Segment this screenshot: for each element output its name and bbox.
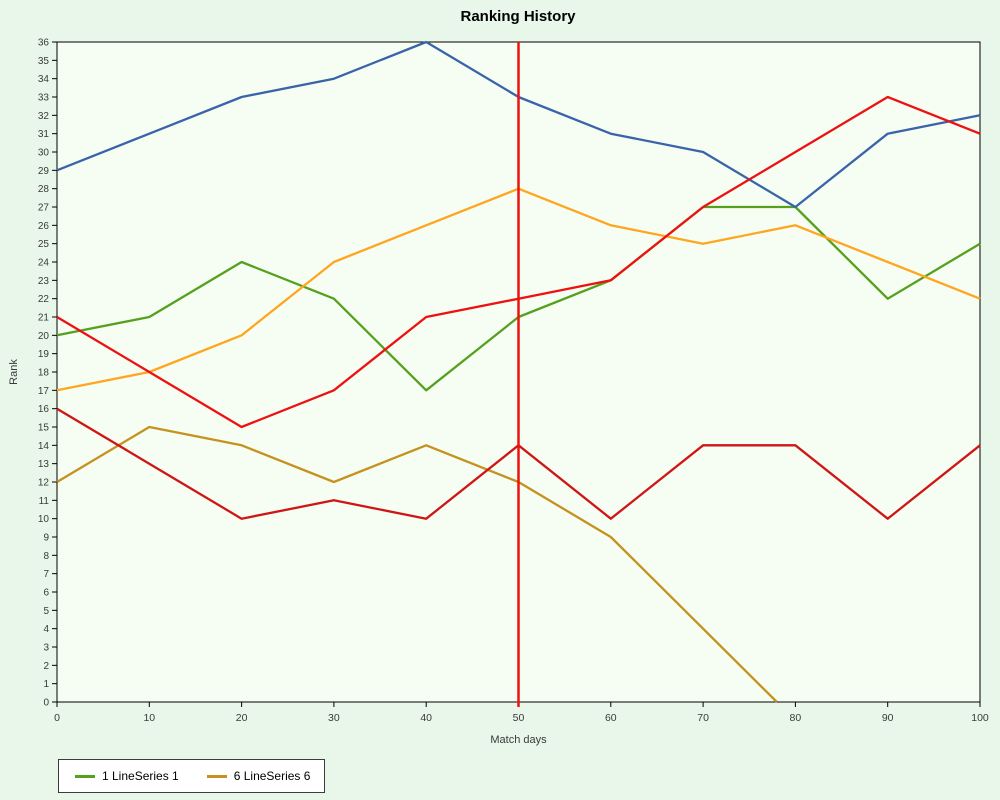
- y-axis-tick-label: 34: [38, 74, 50, 85]
- y-axis-tick-label: 28: [38, 184, 50, 195]
- y-axis-tick-label: 29: [38, 166, 50, 177]
- y-axis-tick-label: 12: [38, 478, 50, 489]
- y-axis-tick-label: 5: [43, 606, 49, 617]
- legend-item-lineseries-6: 6 LineSeries 6: [206, 769, 311, 783]
- y-axis-tick-label: 31: [38, 129, 50, 140]
- y-axis-tick-label: 24: [38, 258, 50, 269]
- y-axis-tick-label: 4: [43, 624, 49, 635]
- y-axis-tick-label: 13: [38, 459, 50, 470]
- legend-item-lineseries-1: 1 LineSeries 1: [75, 769, 179, 783]
- x-axis-tick-label: 80: [790, 712, 802, 724]
- series-line-lineseries-6-gold: [56, 425, 778, 703]
- y-axis-tick-label: 22: [38, 294, 50, 305]
- y-axis-tick-label: 26: [38, 221, 50, 232]
- y-axis-tick-label: 10: [38, 514, 50, 525]
- y-axis-tick-label: 8: [43, 551, 49, 562]
- y-axis-tick-label: 15: [38, 423, 50, 434]
- y-axis-tick-label: 16: [38, 404, 50, 415]
- x-axis-tick-label: 50: [513, 712, 525, 724]
- y-axis-tick-label: 17: [38, 386, 50, 397]
- y-axis-tick-label: 36: [38, 38, 50, 49]
- y-axis-tick-label: 6: [43, 588, 49, 599]
- y-axis-tick-label: 9: [43, 533, 49, 544]
- x-axis-tick-label: 40: [420, 712, 432, 724]
- y-axis-tick-label: 27: [38, 203, 50, 214]
- x-axis-tick-label: 0: [54, 712, 60, 724]
- chart-title: Ranking History: [460, 8, 576, 25]
- y-axis-tick-label: 23: [38, 276, 50, 287]
- y-axis-tick-label: 25: [38, 239, 50, 250]
- legend-box: 1 LineSeries 1 6 LineSeries 6: [58, 759, 326, 793]
- y-axis-tick-label: 21: [38, 313, 50, 324]
- x-axis-tick-label: 60: [605, 712, 617, 724]
- x-axis-tick-label: 20: [236, 712, 248, 724]
- y-axis-tick-label: 35: [38, 56, 50, 67]
- x-axis-tick-label: 30: [328, 712, 340, 724]
- x-axis-tick-label: 10: [143, 712, 155, 724]
- y-axis-label: Rank: [8, 359, 20, 385]
- y-axis-tick-label: 7: [43, 569, 49, 580]
- y-axis-tick-label: 14: [38, 441, 50, 452]
- x-axis-tick-label: 70: [697, 712, 709, 724]
- y-axis-tick-label: 11: [39, 496, 50, 507]
- legend-label: 6 LineSeries 6: [233, 769, 311, 783]
- x-axis-label: Match days: [490, 734, 547, 746]
- legend-label: 1 LineSeries 1: [102, 769, 179, 783]
- ranking-history-chart: 0123456789101112131415161718192021222324…: [8, 38, 989, 747]
- x-axis-tick-label: 100: [971, 712, 989, 724]
- y-axis-tick-label: 0: [43, 698, 49, 709]
- y-axis-tick-label: 19: [38, 349, 50, 360]
- y-axis-tick-label: 33: [38, 93, 50, 104]
- y-axis-tick-label: 2: [43, 661, 49, 672]
- y-axis-tick-label: 3: [43, 643, 49, 654]
- y-axis-tick-label: 30: [38, 148, 50, 159]
- y-axis-tick-label: 1: [43, 679, 49, 690]
- y-axis-tick-label: 20: [38, 331, 50, 342]
- legend-swatch-gold: [206, 774, 227, 778]
- legend-swatch-green: [75, 774, 95, 778]
- y-axis-tick-label: 32: [38, 111, 50, 122]
- x-axis-tick-label: 90: [882, 712, 894, 724]
- y-axis-tick-label: 18: [38, 368, 50, 379]
